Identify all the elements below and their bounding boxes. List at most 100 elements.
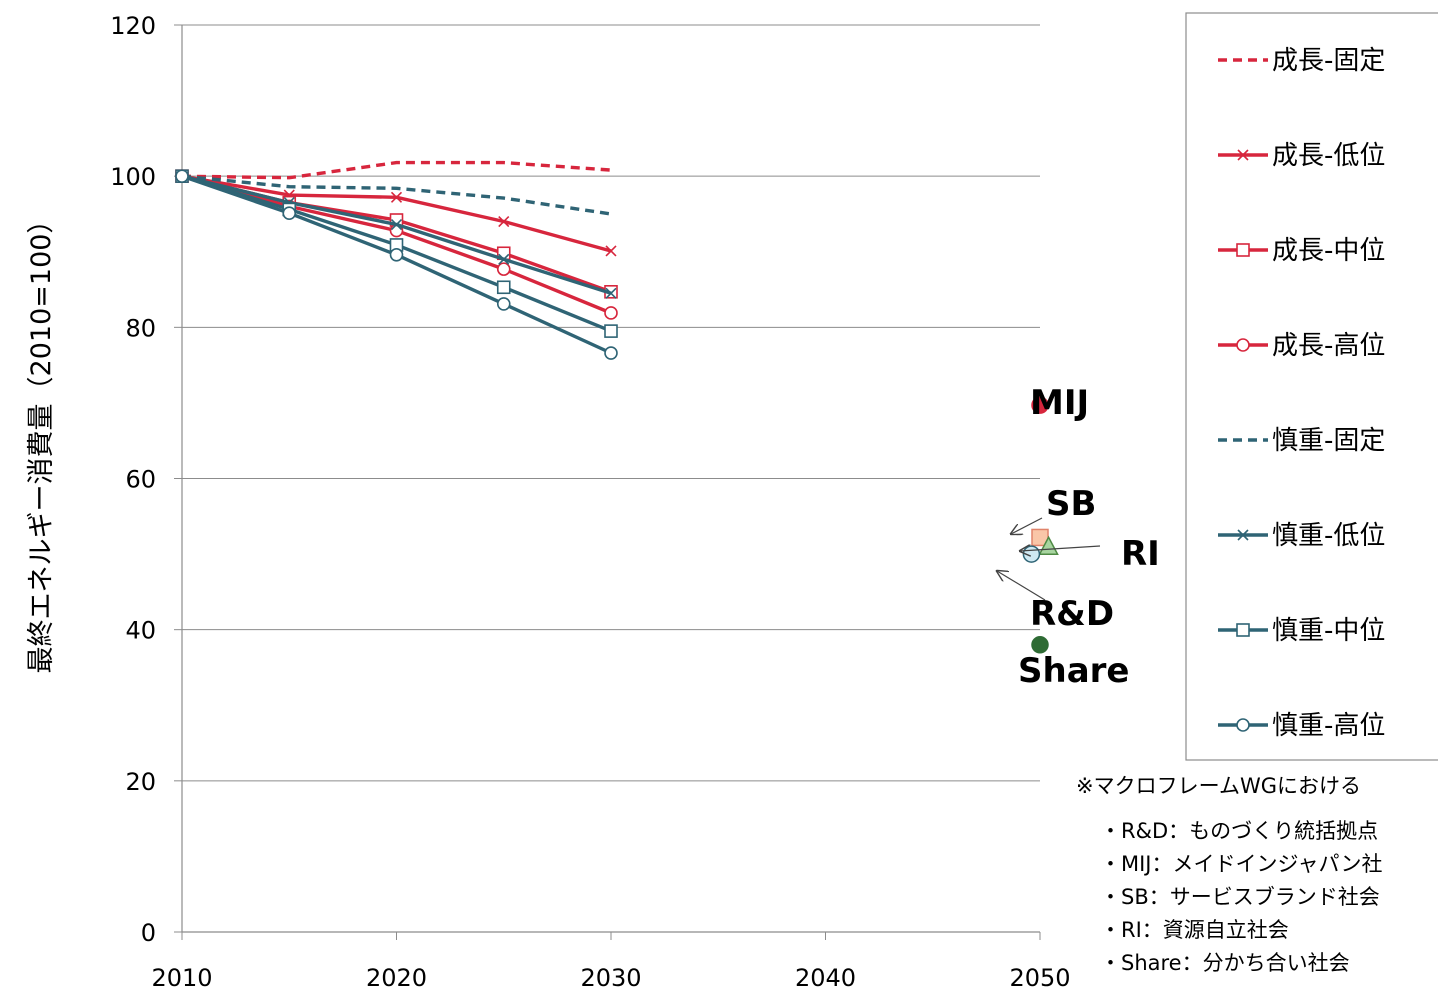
legend-label: 成長-低位: [1272, 141, 1385, 171]
legend-label: 成長-高位: [1272, 331, 1385, 361]
label-SB: SB: [1046, 484, 1096, 524]
legend-item: 成長-高位: [1218, 331, 1385, 361]
marker-stroke: [498, 253, 510, 265]
series-line: [181, 160, 612, 180]
legend-swatch-marker: [1237, 149, 1249, 161]
x-tick-label: 2040: [795, 964, 856, 992]
data-point: [390, 218, 403, 231]
marker-shape: [496, 297, 511, 311]
marker-shape: [1236, 338, 1250, 352]
note-line: ・R&D：ものづくり統括拠点: [1100, 819, 1378, 843]
marker-stroke: [390, 191, 403, 203]
y-tick-label: 40: [125, 617, 156, 645]
data-point: [498, 215, 510, 228]
note-line: ・Share：分かち合い社会: [1100, 951, 1350, 975]
series-line: [181, 174, 612, 216]
y-axis-label: 最終エネルギー消費量（2010=100）: [26, 207, 57, 674]
marker-stroke: [605, 245, 617, 257]
arrow-sb: [1011, 517, 1043, 534]
y-tick-label: 20: [125, 768, 156, 796]
marker-shape: [282, 206, 297, 221]
legend-item: 慎重-中位: [1218, 616, 1385, 646]
note-line: ・MIJ：メイドインジャパン社: [1100, 852, 1383, 876]
series-lines: [175, 160, 618, 360]
data-point: [604, 306, 618, 320]
series-慎重-高位: [175, 169, 618, 360]
legend-swatch-marker: [1236, 623, 1250, 637]
legend-swatch-marker: [1236, 243, 1250, 257]
marker-shape: [496, 262, 511, 276]
x-tick-label: 2010: [151, 964, 212, 992]
label-MIJ: MIJ: [1030, 383, 1089, 423]
scenario-notes: ※マクロフレームWGにおける・R&D：ものづくり統括拠点・MIJ：メイドインジャ…: [1076, 774, 1383, 975]
legend-item: 慎重-高位: [1218, 711, 1385, 741]
legend-item: 成長-固定: [1218, 46, 1385, 76]
marker-stroke: [1237, 529, 1249, 541]
data-point: [496, 262, 511, 276]
series-慎重-固定: [181, 174, 612, 216]
x-tick-label: 2030: [580, 964, 641, 992]
scenario-points-2050: MIJ SB RIR&D Share: [997, 383, 1160, 691]
label-RI: RI: [1121, 534, 1160, 574]
label-R&D: R&D: [1030, 594, 1114, 634]
data-point: [496, 297, 511, 311]
series-成長-固定: [181, 160, 612, 180]
y-tick-label: 60: [125, 466, 156, 494]
note-line: ・RI：資源自立社会: [1100, 918, 1289, 942]
marker-stroke: [390, 218, 403, 231]
data-point: [496, 280, 511, 295]
data-point: [282, 206, 297, 221]
legend-label: 慎重-固定: [1272, 426, 1385, 456]
legend-item: 慎重-固定: [1218, 426, 1385, 456]
data-point: [498, 253, 510, 265]
marker-shape: [604, 324, 618, 338]
label-Share: Share: [1018, 651, 1129, 691]
legend-box: [1185, 12, 1438, 761]
data-point: [605, 287, 617, 299]
data-point: [605, 245, 617, 257]
marker-shape: [496, 280, 511, 295]
marker-shape: [1236, 718, 1250, 732]
legend-label: 慎重-高位: [1272, 711, 1385, 741]
y-tick-label: 0: [141, 919, 156, 947]
gridlines: [182, 24, 1040, 782]
point-Share: [1031, 636, 1049, 654]
y-tick-label: 80: [125, 314, 156, 342]
arrow-ri: [1020, 546, 1101, 551]
legend-item: 慎重-低位: [1218, 521, 1385, 551]
marker-shape: [604, 346, 618, 360]
arrow-rd: [997, 571, 1046, 601]
axes: [174, 24, 1041, 940]
legend-item: 成長-低位: [1218, 141, 1385, 171]
data-point: [604, 346, 618, 360]
legend-swatch-marker: [1236, 718, 1250, 732]
data-point: [390, 191, 403, 203]
y-tick-label: 100: [110, 163, 156, 191]
legend-label: 成長-中位: [1272, 236, 1385, 266]
marker-shape: [175, 169, 189, 183]
data-point: [175, 169, 189, 183]
legend-swatch-marker: [1237, 529, 1249, 541]
marker-stroke: [605, 287, 617, 299]
note-line: ・SB：サービスブランド社会: [1100, 885, 1380, 909]
marker-shape: [1236, 243, 1250, 257]
series-line: [181, 174, 612, 355]
marker-shape: [1236, 623, 1250, 637]
y-tick-label: 120: [110, 12, 156, 40]
legend-swatch-marker: [1236, 338, 1250, 352]
data-point: [604, 324, 618, 338]
legend-label: 成長-固定: [1272, 46, 1385, 76]
note-line: ※マクロフレームWGにおける: [1076, 774, 1361, 798]
x-tick-label: 2020: [366, 964, 427, 992]
data-point: [389, 247, 404, 262]
legend-label: 慎重-中位: [1272, 616, 1385, 646]
marker-stroke: [498, 215, 510, 228]
point-MIJ: [1031, 396, 1049, 414]
marker-shape: [604, 306, 618, 320]
marker-stroke: [1237, 149, 1249, 161]
point-R&D: [1022, 545, 1041, 563]
legend-item: 成長-中位: [1218, 236, 1385, 266]
